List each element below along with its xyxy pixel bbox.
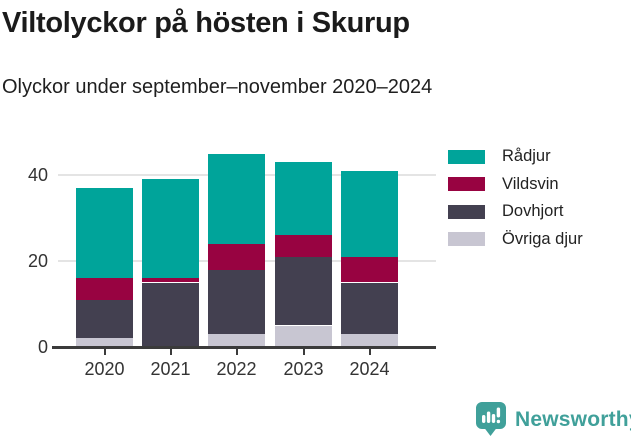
bar-segment	[275, 162, 332, 236]
legend-label: Vildsvin	[502, 174, 559, 193]
x-axis-tick	[169, 349, 172, 355]
bar-segment	[341, 334, 398, 347]
legend-swatch	[448, 204, 485, 219]
bar-segment	[142, 282, 199, 347]
bar-segment	[208, 243, 265, 270]
legend-item: Rådjur	[448, 143, 583, 171]
y-axis-label: 20	[27, 251, 48, 271]
bar-segment	[275, 256, 332, 326]
legend: Rådjur Vildsvin Dovhjort Övriga djur	[448, 143, 583, 253]
x-axis-label: 2022	[216, 359, 257, 379]
legend-label: Övriga djur	[502, 229, 583, 248]
legend-item: Vildsvin	[448, 171, 583, 199]
bar-segment	[341, 170, 398, 257]
legend-label: Rådjur	[502, 147, 551, 166]
bar-segment	[142, 179, 199, 279]
y-axis-label: 0	[37, 337, 48, 357]
legend-item: Dovhjort	[448, 198, 583, 226]
x-axis-label: 2021	[150, 359, 191, 379]
bar-segment	[208, 153, 265, 244]
bar-segment	[76, 299, 133, 339]
chart-title: Viltolyckor på hösten i Skurup	[2, 7, 410, 39]
x-axis-line	[52, 346, 436, 349]
bar-segment	[275, 235, 332, 257]
bar-segment	[208, 269, 265, 335]
bar-segment	[341, 282, 398, 335]
bar-segment	[142, 278, 199, 283]
bar-segment	[76, 338, 133, 347]
legend-label: Dovhjort	[502, 202, 564, 221]
bar-segment	[208, 334, 265, 347]
bar-segment	[341, 256, 398, 283]
x-axis-label: 2020	[84, 359, 125, 379]
chart-subtitle: Olyckor under september–november 2020–20…	[2, 76, 433, 98]
newsworthy-logo-icon	[476, 402, 506, 436]
bar-segment	[275, 325, 332, 347]
x-axis-label: 2024	[349, 359, 390, 379]
brand-footer: Newsworthy	[476, 402, 631, 437]
brand-name: Newsworthy	[515, 407, 631, 431]
y-axis-label: 40	[27, 165, 48, 185]
x-axis-tick	[103, 349, 106, 355]
legend-swatch	[448, 177, 485, 192]
bar-segment	[76, 278, 133, 300]
x-axis-tick	[302, 349, 305, 355]
legend-swatch	[448, 149, 485, 164]
legend-item: Övriga djur	[448, 226, 583, 254]
plot-area: 0 20 40 2020 2021 2022 2023 2024	[0, 130, 450, 390]
x-axis-tick	[368, 349, 371, 355]
bar-segment	[76, 187, 133, 279]
x-axis-label: 2023	[283, 359, 324, 379]
legend-swatch	[448, 232, 485, 247]
x-axis-tick	[235, 349, 238, 355]
